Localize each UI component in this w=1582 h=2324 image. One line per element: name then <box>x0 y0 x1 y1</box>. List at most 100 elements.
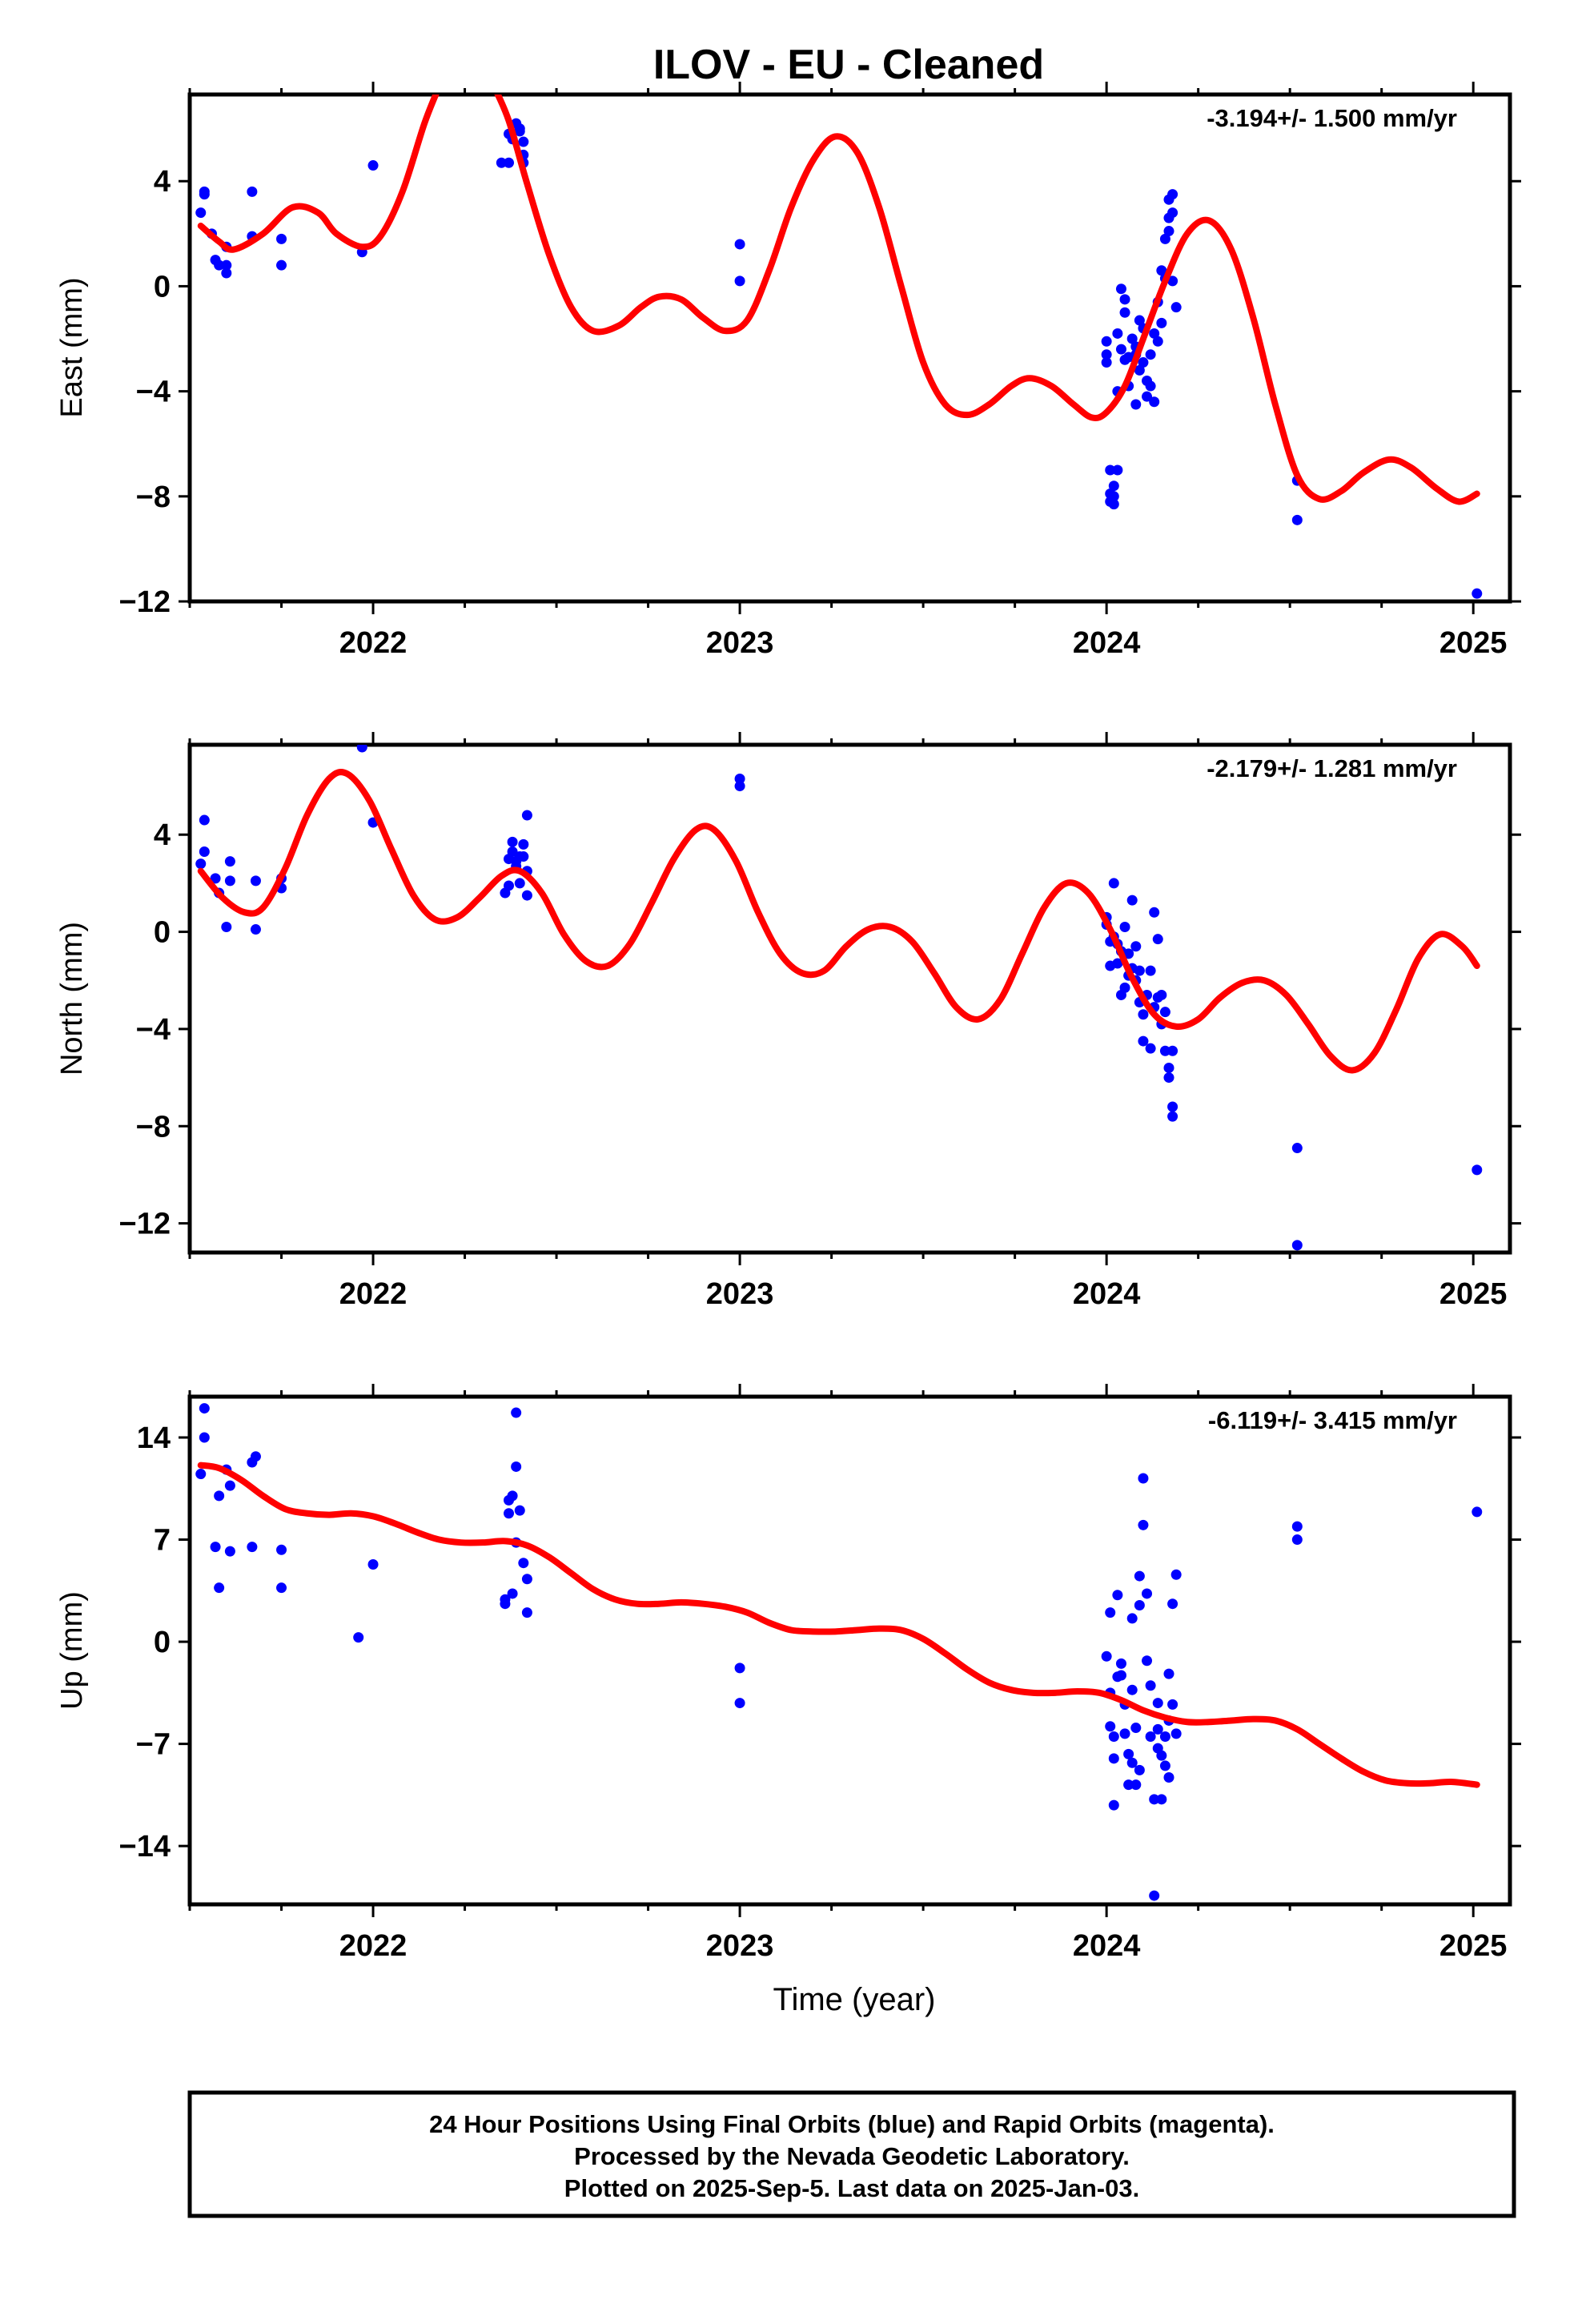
model-line <box>197 1462 1480 1788</box>
data-point <box>1152 1723 1163 1735</box>
data-point <box>1167 207 1178 219</box>
data-point <box>1130 399 1142 410</box>
data-point <box>1167 189 1178 200</box>
data-point <box>1152 336 1163 347</box>
data-point <box>1105 1607 1116 1618</box>
y-tick-label: 0 <box>154 916 171 950</box>
x-tick-label: 2024 <box>1073 1277 1141 1311</box>
data-point <box>1159 233 1170 244</box>
data-point <box>1138 1009 1149 1020</box>
data-point <box>1163 1668 1174 1679</box>
data-point <box>1167 1111 1178 1122</box>
data-point <box>1149 907 1160 918</box>
data-point <box>1108 1753 1119 1764</box>
data-point <box>1119 922 1130 933</box>
y-tick-label: 0 <box>154 1626 171 1659</box>
data-point <box>356 745 367 753</box>
data-point <box>214 1490 225 1502</box>
data-point <box>1138 1473 1149 1484</box>
plot-frame <box>187 1394 1512 1907</box>
data-point <box>276 1582 287 1594</box>
y-tick-label: −12 <box>119 585 171 619</box>
data-point <box>367 1559 379 1570</box>
y-tick-label: −14 <box>119 1830 171 1864</box>
data-point <box>1115 344 1126 355</box>
x-tick-label: 2022 <box>339 626 408 660</box>
data-point <box>1145 965 1156 976</box>
data-point <box>1472 1506 1483 1518</box>
data-point <box>1138 1519 1149 1530</box>
data-point <box>1119 1728 1130 1739</box>
data-point <box>367 160 379 171</box>
rate-label: -3.194+/- 1.500 mm/yr <box>1207 104 1457 132</box>
data-point <box>1119 307 1130 318</box>
data-point <box>250 924 261 935</box>
data-point <box>504 880 515 891</box>
data-point <box>221 267 232 279</box>
footer-frame <box>187 2090 1516 2218</box>
data-point <box>521 1607 532 1618</box>
data-point <box>1108 1731 1119 1742</box>
data-point <box>1156 1750 1167 1761</box>
data-point <box>1130 941 1142 952</box>
data-point <box>514 123 525 135</box>
data-point <box>199 814 210 826</box>
data-point <box>1134 364 1145 376</box>
data-point <box>1145 1680 1156 1691</box>
y-tick-label: −4 <box>136 1013 171 1047</box>
data-point <box>221 259 232 271</box>
data-point <box>1170 302 1182 313</box>
data-point <box>247 186 258 197</box>
data-point <box>1149 396 1160 408</box>
data-point <box>734 1663 745 1674</box>
plot-frame <box>187 92 1512 604</box>
data-point <box>734 773 745 784</box>
x-tick-label: 2025 <box>1439 1277 1508 1311</box>
data-point <box>1149 1890 1160 1901</box>
data-point <box>504 157 515 168</box>
data-point <box>514 1505 525 1516</box>
data-point <box>195 858 207 870</box>
data-point <box>1101 357 1112 368</box>
data-point <box>224 875 235 887</box>
data-point <box>511 1461 522 1472</box>
y-tick-label: −8 <box>136 1110 171 1144</box>
data-point <box>1152 934 1163 945</box>
x-tick-label: 2023 <box>706 1929 774 1963</box>
model-line <box>197 94 440 253</box>
data-point <box>518 136 529 147</box>
data-point <box>1167 1045 1178 1056</box>
data-point <box>1149 1794 1160 1805</box>
data-point <box>1101 1651 1112 1662</box>
data-point <box>1105 1721 1116 1732</box>
data-point <box>195 1469 207 1480</box>
x-tick-label: 2025 <box>1439 626 1508 660</box>
y-tick-label: 7 <box>154 1524 171 1558</box>
data-point <box>1142 1588 1153 1599</box>
data-point <box>1134 315 1145 326</box>
model-curve <box>197 769 1480 1074</box>
y-tick-label: −4 <box>136 376 171 409</box>
data-point <box>1145 349 1156 360</box>
data-point <box>1115 1670 1126 1681</box>
data-point <box>1101 336 1112 347</box>
x-ticks: 2022 2023 2024 2025 <box>188 82 1508 660</box>
data-point <box>1108 491 1119 502</box>
data-point <box>1134 1764 1145 1775</box>
model-line <box>197 769 1480 1074</box>
data-point <box>1163 1062 1174 1073</box>
data-point <box>214 259 225 271</box>
y-tick-label: 0 <box>154 270 171 304</box>
data-point <box>1123 948 1134 959</box>
data-point <box>199 186 210 197</box>
data-point <box>734 781 745 792</box>
data-point <box>1108 499 1119 510</box>
data-point <box>507 846 518 857</box>
data-point <box>1108 480 1119 492</box>
data-point <box>1167 275 1178 287</box>
data-point <box>199 846 210 857</box>
chart-title: ILOV - EU - Cleaned <box>653 42 1044 88</box>
y-axis-label: East (mm) <box>55 277 89 417</box>
data-point <box>1156 989 1167 1000</box>
x-tick-label: 2023 <box>706 626 774 660</box>
